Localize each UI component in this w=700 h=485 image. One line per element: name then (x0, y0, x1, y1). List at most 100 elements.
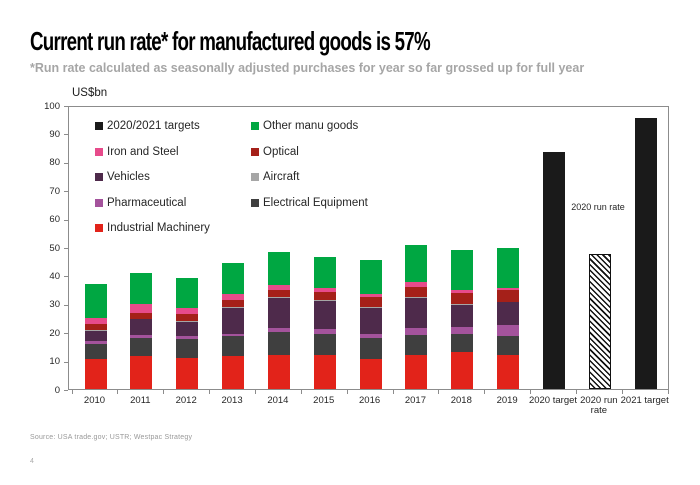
x-tick-mark (300, 390, 302, 394)
bar-segment-vehicles (176, 322, 199, 337)
x-tick-label: 2014 (267, 395, 289, 406)
bar-segment-aircraft (222, 307, 245, 309)
x-tick-mark (209, 390, 211, 394)
bar-segment-industrial-machinery (313, 354, 336, 389)
bar-segment-aircraft (84, 329, 107, 331)
bar-segment-electrical-equipment (405, 335, 428, 355)
bar-stack-2016 (359, 259, 382, 389)
bar-segment-pharmaceutical (405, 327, 428, 336)
legend-label: Aircraft (263, 171, 300, 183)
bar-segment-2020-2021-targets (634, 117, 657, 389)
bar-stack-2021-target (634, 117, 657, 389)
y-tick-label: 90 (49, 128, 60, 140)
legend-swatch-icon (95, 198, 103, 207)
y-tick-label: 100 (44, 100, 60, 112)
bar-segment-other-manu-goods (222, 263, 245, 295)
bar-segment-vehicles (451, 305, 474, 327)
legend-item-vehicles: Vehicles (95, 170, 210, 184)
bar-segment-electrical-equipment (222, 336, 245, 357)
bar-segment-aircraft (313, 300, 336, 301)
bar-segment-aircraft (130, 318, 153, 320)
legend-label: Other manu goods (263, 120, 359, 132)
bar-segment-iron-and-steel (359, 293, 382, 298)
bar-segment-optical (313, 291, 336, 301)
legend-swatch-icon (251, 173, 259, 181)
bar-segment-vehicles (267, 298, 290, 328)
y-tick-mark (64, 248, 68, 249)
bar-stack-2019 (497, 248, 520, 389)
x-tick-label: 2015 (313, 395, 335, 406)
run-rate-annotation: 2020 run rate (571, 202, 625, 212)
bar-segment-vehicles (359, 308, 382, 334)
bar-segment-optical (359, 297, 382, 308)
bar-segment-aircraft (176, 321, 199, 323)
bar-stack-2020-target (543, 151, 565, 389)
bar-stack-2015 (313, 256, 336, 389)
bar-segment-optical (267, 290, 290, 298)
bar-segment-pharmaceutical (313, 329, 336, 334)
x-tick-mark (117, 390, 119, 394)
bar-stack-2018 (451, 250, 474, 389)
bar-segment-optical (222, 300, 245, 308)
bar-segment-industrial-machinery (497, 354, 520, 389)
bar-segment-industrial-machinery (130, 356, 153, 389)
plot-area: 2020/2021 targets Iron and Steel Vehicles P… (68, 106, 669, 390)
x-tick-mark (438, 390, 440, 394)
legend-item-aircraft: Aircraft (251, 170, 368, 184)
legend-swatch-icon (251, 198, 259, 207)
legend-item-industrial-machinery: Industrial Machinery (95, 221, 210, 235)
legend-label: Industrial Machinery (107, 222, 210, 234)
bar-segment-vehicles (222, 308, 245, 334)
bar-segment-pharmaceutical (267, 327, 290, 333)
bar-segment-optical (130, 312, 153, 319)
x-tick-mark (346, 390, 348, 394)
y-axis-unit-label: US$bn (72, 87, 108, 99)
y-tick-label: 70 (49, 185, 60, 197)
x-tick-label: 2016 (359, 395, 381, 406)
y-tick-mark (64, 333, 68, 335)
legend-swatch-icon (251, 122, 259, 130)
x-tick-label: 2019 (496, 395, 518, 406)
bar-segment-other-manu-goods (359, 259, 382, 294)
bar-segment-other-manu-goods (130, 273, 153, 305)
bar-stack-2010 (84, 283, 107, 389)
legend-item-other-manu-goods: Other manu goods (251, 119, 368, 133)
y-tick-mark (64, 361, 68, 363)
x-tick-mark (163, 390, 165, 394)
bar-segment-other-manu-goods (84, 283, 107, 319)
y-tick-mark (64, 219, 68, 221)
bar-stack-2017 (405, 244, 428, 389)
bar-segment-iron-and-steel (176, 308, 199, 315)
legend-label: Vehicles (107, 171, 150, 183)
bar-segment-industrial-machinery (222, 356, 245, 389)
legend-item-iron-and-steel: Iron and Steel (95, 145, 210, 159)
y-tick-mark (64, 106, 68, 107)
bar-segment-industrial-machinery (176, 357, 199, 389)
bar-segment-aircraft (267, 297, 290, 299)
bar-segment-pharmaceutical (222, 333, 245, 337)
bar-segment-electrical-equipment (359, 337, 382, 360)
x-tick-label: 2020 target (528, 395, 578, 406)
bar-segment-vehicles (84, 330, 107, 341)
page-number: 4 (30, 458, 34, 465)
bar-segment-optical (84, 324, 107, 330)
bar-segment-aircraft (451, 304, 474, 306)
bar-segment-2020-2021-targets (543, 151, 565, 389)
y-tick-label: 0 (54, 384, 60, 396)
x-tick-mark (254, 390, 256, 394)
legend-column: 2020/2021 targets Iron and Steel Vehicles P… (95, 119, 210, 247)
bar-segment-industrial-machinery (267, 354, 290, 389)
y-tick-label: 10 (49, 356, 60, 368)
y-tick-label: 80 (49, 157, 60, 169)
legend-swatch-icon (95, 122, 103, 130)
bar-segment-industrial-machinery (451, 352, 474, 389)
bar-segment-pharmaceutical (497, 325, 520, 337)
bar-segment-iron-and-steel (405, 281, 428, 288)
legend-label: 2020/2021 targets (107, 120, 200, 132)
y-tick-mark (64, 304, 68, 306)
bar-segment-other-manu-goods (176, 278, 199, 309)
bar-segment-industrial-machinery (84, 359, 107, 389)
y-tick-mark (64, 276, 68, 278)
bar-segment-electrical-equipment (497, 336, 520, 355)
bar-segment-aircraft (497, 301, 520, 303)
